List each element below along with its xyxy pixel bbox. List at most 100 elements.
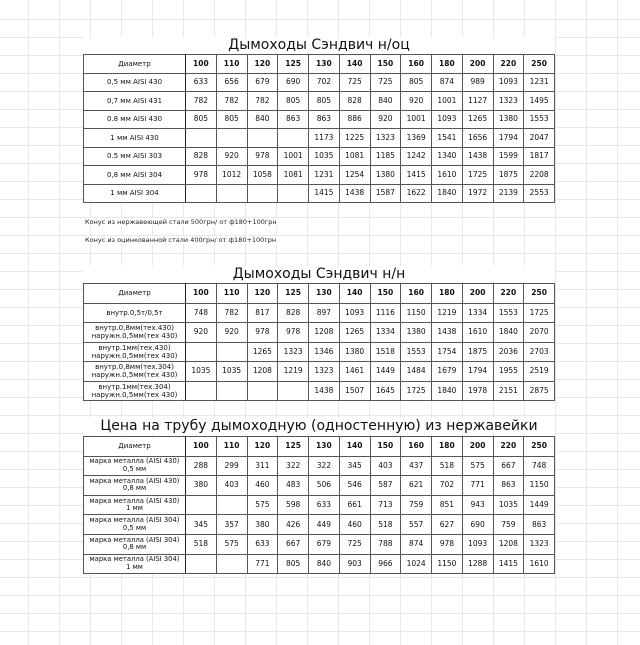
header-diameter-value: 180 [431, 283, 463, 304]
price-cell: 1001 [431, 91, 463, 111]
price-cell: 1340 [431, 146, 463, 166]
price-cell: 805 [400, 72, 432, 92]
table-row: внутр.0,5т/0,5т 748 782 817 828 897 1093 1116 11… [83, 302, 555, 323]
price-cell: 874 [400, 533, 432, 555]
price-cell: 1380 [400, 322, 432, 343]
header-diameter-value: 100 [185, 283, 217, 304]
price-cell: 1438 [431, 322, 463, 343]
price-cell: 299 [215, 455, 248, 477]
price-cell: 690 [461, 514, 494, 535]
price-cell: 345 [338, 455, 371, 477]
price-cell: 518 [431, 455, 463, 477]
row-label: марка металла (AISI 430) 1 мм [83, 494, 186, 516]
header-diameter: Диаметр [83, 436, 186, 457]
price-cell [215, 128, 248, 148]
price-cell [215, 341, 248, 362]
price-cell: 1679 [431, 361, 463, 382]
price-cell: 978 [277, 322, 309, 343]
price-cell: 1840 [431, 183, 463, 203]
price-cell: 621 [400, 475, 432, 496]
header-diameter-value: 100 [185, 436, 217, 457]
header-diameter: Диаметр [83, 283, 186, 304]
table-row: 0,8 мм AISI 304 978 1012 1058 1081 1231 1254 13… [83, 165, 555, 185]
header-diameter-value: 220 [492, 436, 525, 457]
price-cell: 978 [246, 146, 279, 166]
price-cell: 1081 [338, 146, 371, 166]
price-cell: 920 [369, 109, 402, 129]
price-cell: 575 [215, 533, 248, 555]
price-cell: 920 [400, 91, 432, 111]
price-cell: 725 [338, 72, 371, 92]
row-label: марка металла (AISI 430) 0,8 мм [83, 475, 186, 496]
row-label: 0,7 мм AISI 431 [83, 91, 186, 111]
price-cell [215, 380, 248, 401]
price-cell: 690 [277, 72, 309, 92]
price-cell: 771 [461, 475, 494, 496]
price-cell: 874 [431, 72, 463, 92]
price-cell: 1208 [246, 361, 279, 382]
price-cell: 1346 [308, 341, 340, 362]
price-cell: 920 [215, 322, 248, 343]
price-cell: 1380 [492, 109, 525, 129]
header-row: Диаметр 100 110 120 125 130 140 150 160 180 200 220… [83, 54, 555, 74]
price-cell: 1415 [400, 165, 432, 185]
price-cell: 546 [338, 475, 371, 496]
price-cell: 1875 [461, 341, 494, 362]
price-cell: 1610 [431, 165, 463, 185]
price-cell: 1794 [492, 128, 525, 148]
price-cell: 1334 [461, 302, 494, 323]
price-cell [215, 494, 248, 516]
price-cell: 679 [246, 72, 279, 92]
price-cell: 1150 [523, 475, 555, 496]
price-cell: 1449 [523, 494, 555, 516]
price-cell: 771 [246, 553, 279, 575]
price-cell: 1972 [461, 183, 494, 203]
header-diameter-value: 150 [369, 54, 402, 74]
price-cell: 1127 [461, 91, 494, 111]
price-cell: 1599 [492, 146, 525, 166]
price-cell [185, 183, 217, 203]
price-cell: 1553 [492, 302, 525, 323]
price-cell: 587 [369, 475, 402, 496]
price-cell: 1518 [369, 341, 402, 362]
price-cell [185, 341, 217, 362]
header-diameter-value: 150 [369, 283, 402, 304]
price-cell: 633 [185, 72, 217, 92]
price-cell: 1438 [308, 380, 340, 401]
price-cell: 725 [338, 533, 371, 555]
price-cell: 1012 [215, 165, 248, 185]
price-cell [185, 128, 217, 148]
price-cell: 1265 [246, 341, 279, 362]
header-diameter-value: 160 [400, 283, 432, 304]
price-cell [185, 553, 217, 575]
price-cell: 2519 [523, 361, 555, 382]
price-cell: 863 [523, 514, 555, 535]
header-diameter-value: 120 [246, 436, 279, 457]
price-cell: 1754 [431, 341, 463, 362]
price-table-single-wall: Диаметр 100 110 120 125 130 140 150 160 180 200 220… [83, 436, 555, 575]
header-diameter-value: 180 [431, 54, 463, 74]
price-cell: 1225 [338, 128, 371, 148]
price-cell: 1415 [492, 553, 525, 575]
price-cell: 978 [185, 165, 217, 185]
price-cell: 1380 [338, 341, 371, 362]
price-cell: 2208 [523, 165, 555, 185]
table-row: 0.8 мм AISI 430 805 805 840 863 863 886 920 1001… [83, 109, 555, 129]
price-cell: 1840 [431, 380, 463, 401]
price-cell: 966 [369, 553, 402, 575]
price-cell: 667 [492, 455, 525, 477]
price-cell: 1369 [400, 128, 432, 148]
price-cell: 1507 [338, 380, 371, 401]
price-cell: 2070 [523, 322, 555, 343]
price-cell: 2553 [523, 183, 555, 203]
price-cell: 903 [338, 553, 371, 575]
price-cell: 1587 [369, 183, 402, 203]
price-cell: 1254 [338, 165, 371, 185]
price-cell: 506 [308, 475, 340, 496]
price-cell [246, 380, 279, 401]
price-cell: 1656 [461, 128, 494, 148]
price-cell: 1150 [400, 302, 432, 323]
table-row: марка металла (AISI 430) 0,8 мм 380 403 460… [83, 475, 555, 496]
header-diameter-value: 140 [338, 54, 371, 74]
price-cell: 1093 [461, 533, 494, 555]
